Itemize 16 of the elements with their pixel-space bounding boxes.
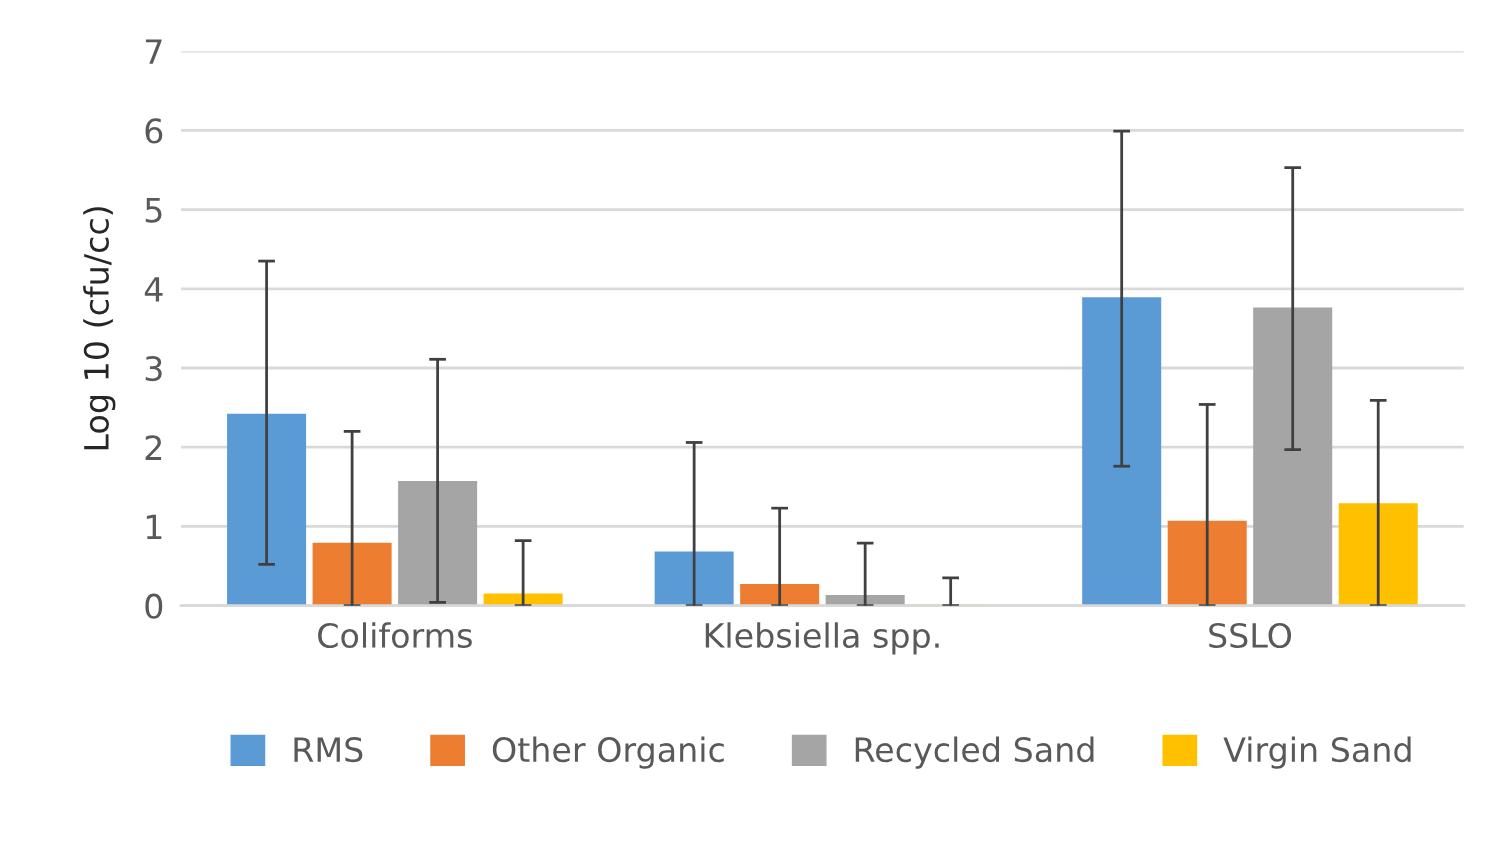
- x-tick-label: SSLO: [1209, 622, 1292, 649]
- y-tick-label: 2: [145, 435, 162, 460]
- legend-label: Recycled Sand: [855, 736, 1094, 769]
- y-tick-label: 0: [145, 593, 163, 619]
- y-tick-label: 4: [144, 277, 163, 302]
- y-tick-label: 3: [145, 355, 162, 382]
- y-tick-label: 1: [146, 514, 162, 540]
- y-tick-label: 5: [145, 197, 162, 223]
- y-axis-title: Log 10 (cfu/cc): [83, 207, 116, 450]
- x-tick-label: Coliforms: [318, 622, 472, 649]
- y-tick-label: 6: [145, 118, 163, 144]
- legend-label: Virgin Sand: [1223, 736, 1411, 769]
- legend-label: Other Organic: [492, 736, 724, 769]
- x-tick-label: Klebsiella spp.: [705, 622, 939, 655]
- legend-label: RMS: [294, 737, 363, 763]
- y-tick-label: 7: [145, 39, 162, 64]
